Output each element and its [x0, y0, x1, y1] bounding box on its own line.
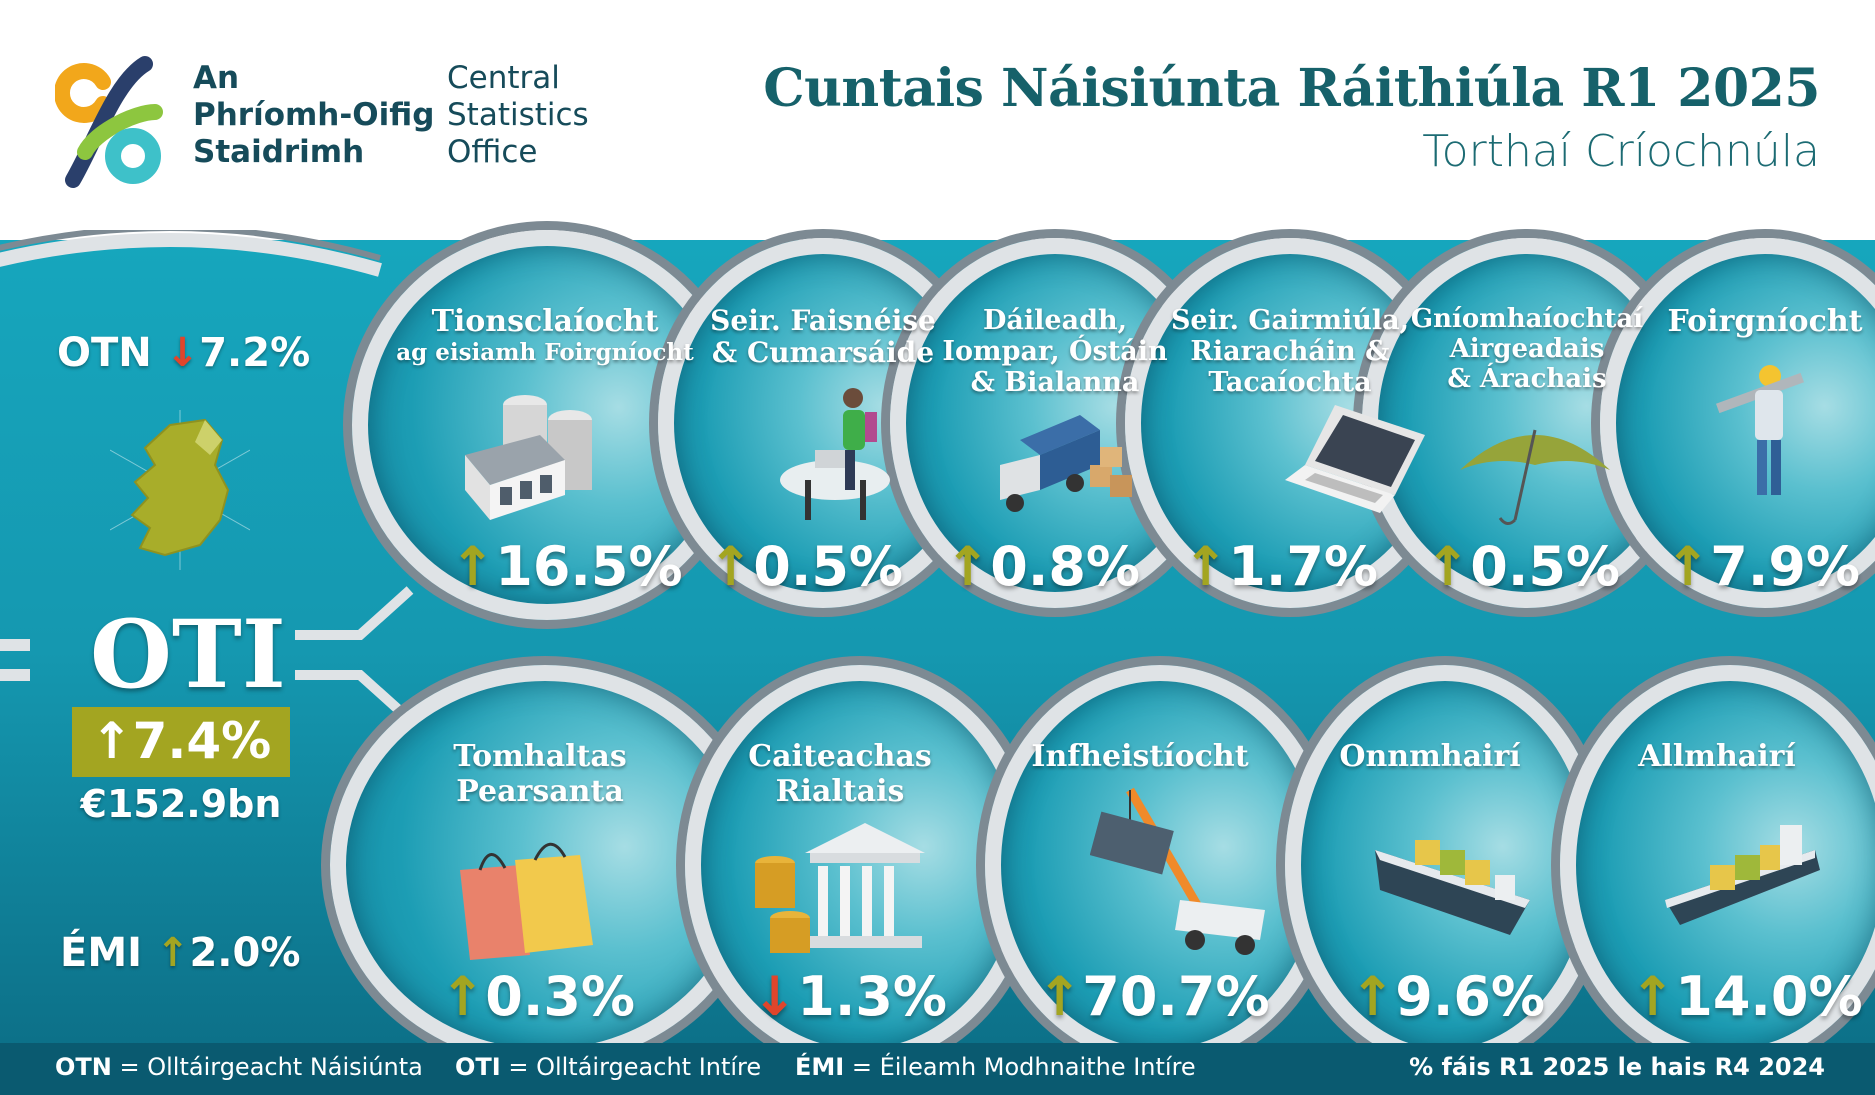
- oti-amount: €152.9bn: [80, 782, 282, 826]
- otn-stat: OTN ↓7.2%: [57, 330, 311, 376]
- laptop-icon: [1275, 395, 1435, 525]
- arrow-up-icon: ↑: [1425, 535, 1471, 598]
- expenditure-label-investment: Infheistíocht: [1031, 739, 1249, 774]
- sector-growth-industry: ↑16.5%: [450, 535, 683, 598]
- expenditure-label-personal: Tomhaltas Pearsanta: [453, 739, 627, 809]
- sector-label-info-comm: Seir. Faisnéise & Cumarsáide: [710, 304, 936, 370]
- shopping-bags-icon: [455, 835, 600, 965]
- arrow-up-icon: ↑: [1037, 965, 1083, 1028]
- arrow-up-icon: ↑: [1630, 965, 1676, 1028]
- sector-label-professional: Seir. Gairmiúla, Riaracháin & Tacaíochta: [1170, 305, 1410, 399]
- emi-stat: ÉMI ↑2.0%: [60, 930, 301, 976]
- sector-growth-info-comm: ↑0.5%: [708, 535, 904, 598]
- sector-label-distribution: Dáileadh, Iompar, Óstáin & Bialanna: [942, 305, 1168, 399]
- crane-icon: [1089, 780, 1270, 960]
- sector-label-financial: Gníomhaíochtaí Airgeadais & Árachais: [1410, 304, 1644, 394]
- government-building-icon: [750, 818, 930, 968]
- footer-bar: [0, 1043, 1875, 1095]
- footer-emi-definition: ÉMI = Éileamh Modhnaithe Intíre: [795, 1053, 1196, 1081]
- oti-growth: ↑7.4%: [90, 712, 272, 770]
- arrow-down-icon: ↓: [752, 965, 798, 1028]
- expenditure-growth-exports: ↑9.6%: [1350, 965, 1546, 1028]
- page-subtitle: Torthaí Críochnúla: [1422, 126, 1820, 177]
- page-title: Cuntais Náisiúnta Ráithiúla R1 2025: [763, 58, 1820, 119]
- cargo-ship-icon: [1370, 820, 1540, 950]
- logo-irish-name: An Phríomh-Oifig Staidrimh: [193, 60, 435, 170]
- oti-heading: OTI: [90, 600, 286, 710]
- sector-label-industry: Tionsclaíocht ag eisiamh Foirgníocht: [396, 304, 694, 366]
- expenditure-growth-investment: ↑70.7%: [1037, 965, 1270, 1028]
- ireland-map-icon: [109, 410, 251, 570]
- oti-highlight-box: [72, 707, 290, 777]
- csoi-logo-icon: [53, 52, 167, 190]
- expenditure-label-government: Caiteachas Rialtais: [748, 739, 932, 809]
- footer-oti-definition: OTI = Olltáirgeacht Intíre: [455, 1053, 762, 1081]
- footer-otn-definition: OTN = Olltáirgeacht Náisiúnta: [55, 1053, 423, 1081]
- sector-growth-professional: ↑1.7%: [1183, 535, 1379, 598]
- arrow-down-icon: ↓: [165, 330, 200, 376]
- construction-worker-icon: [1715, 358, 1815, 508]
- arrow-up-icon: ↑: [1350, 965, 1396, 1028]
- sector-label-construction: Foirgníocht: [1667, 304, 1863, 339]
- connector-lines: [0, 230, 414, 724]
- arrow-up-icon: ↑: [1665, 535, 1711, 598]
- sector-growth-financial: ↑0.5%: [1425, 535, 1621, 598]
- expenditure-growth-personal: ↑0.3%: [440, 965, 636, 1028]
- expenditure-growth-imports: ↑14.0%: [1630, 965, 1863, 1028]
- arrow-up-icon: ↑: [945, 535, 991, 598]
- sector-growth-distribution: ↑0.8%: [945, 535, 1141, 598]
- umbrella-icon: [1455, 410, 1615, 530]
- expenditure-label-imports: Allmhairí: [1638, 739, 1796, 774]
- expenditure-label-exports: Onnmhairí: [1339, 739, 1521, 774]
- truck-icon: [990, 405, 1140, 525]
- arrow-up-icon: ↑: [90, 712, 133, 770]
- sector-growth-construction: ↑7.9%: [1665, 535, 1861, 598]
- cargo-ship-icon: [1655, 800, 1825, 940]
- arrow-up-icon: ↑: [708, 535, 754, 598]
- arrow-up-icon: ↑: [440, 965, 486, 1028]
- arrow-up-icon: ↑: [450, 535, 496, 598]
- expenditure-growth-government: ↓1.3%: [752, 965, 948, 1028]
- factory-icon: [455, 375, 605, 525]
- arrow-up-icon: ↑: [1183, 535, 1229, 598]
- logo-english-name: Central Statistics Office: [447, 60, 589, 170]
- computer-user-icon: [775, 380, 895, 525]
- footer-note: % fáis R1 2025 le hais R4 2024: [1409, 1053, 1825, 1081]
- arrow-up-icon: ↑: [155, 930, 190, 976]
